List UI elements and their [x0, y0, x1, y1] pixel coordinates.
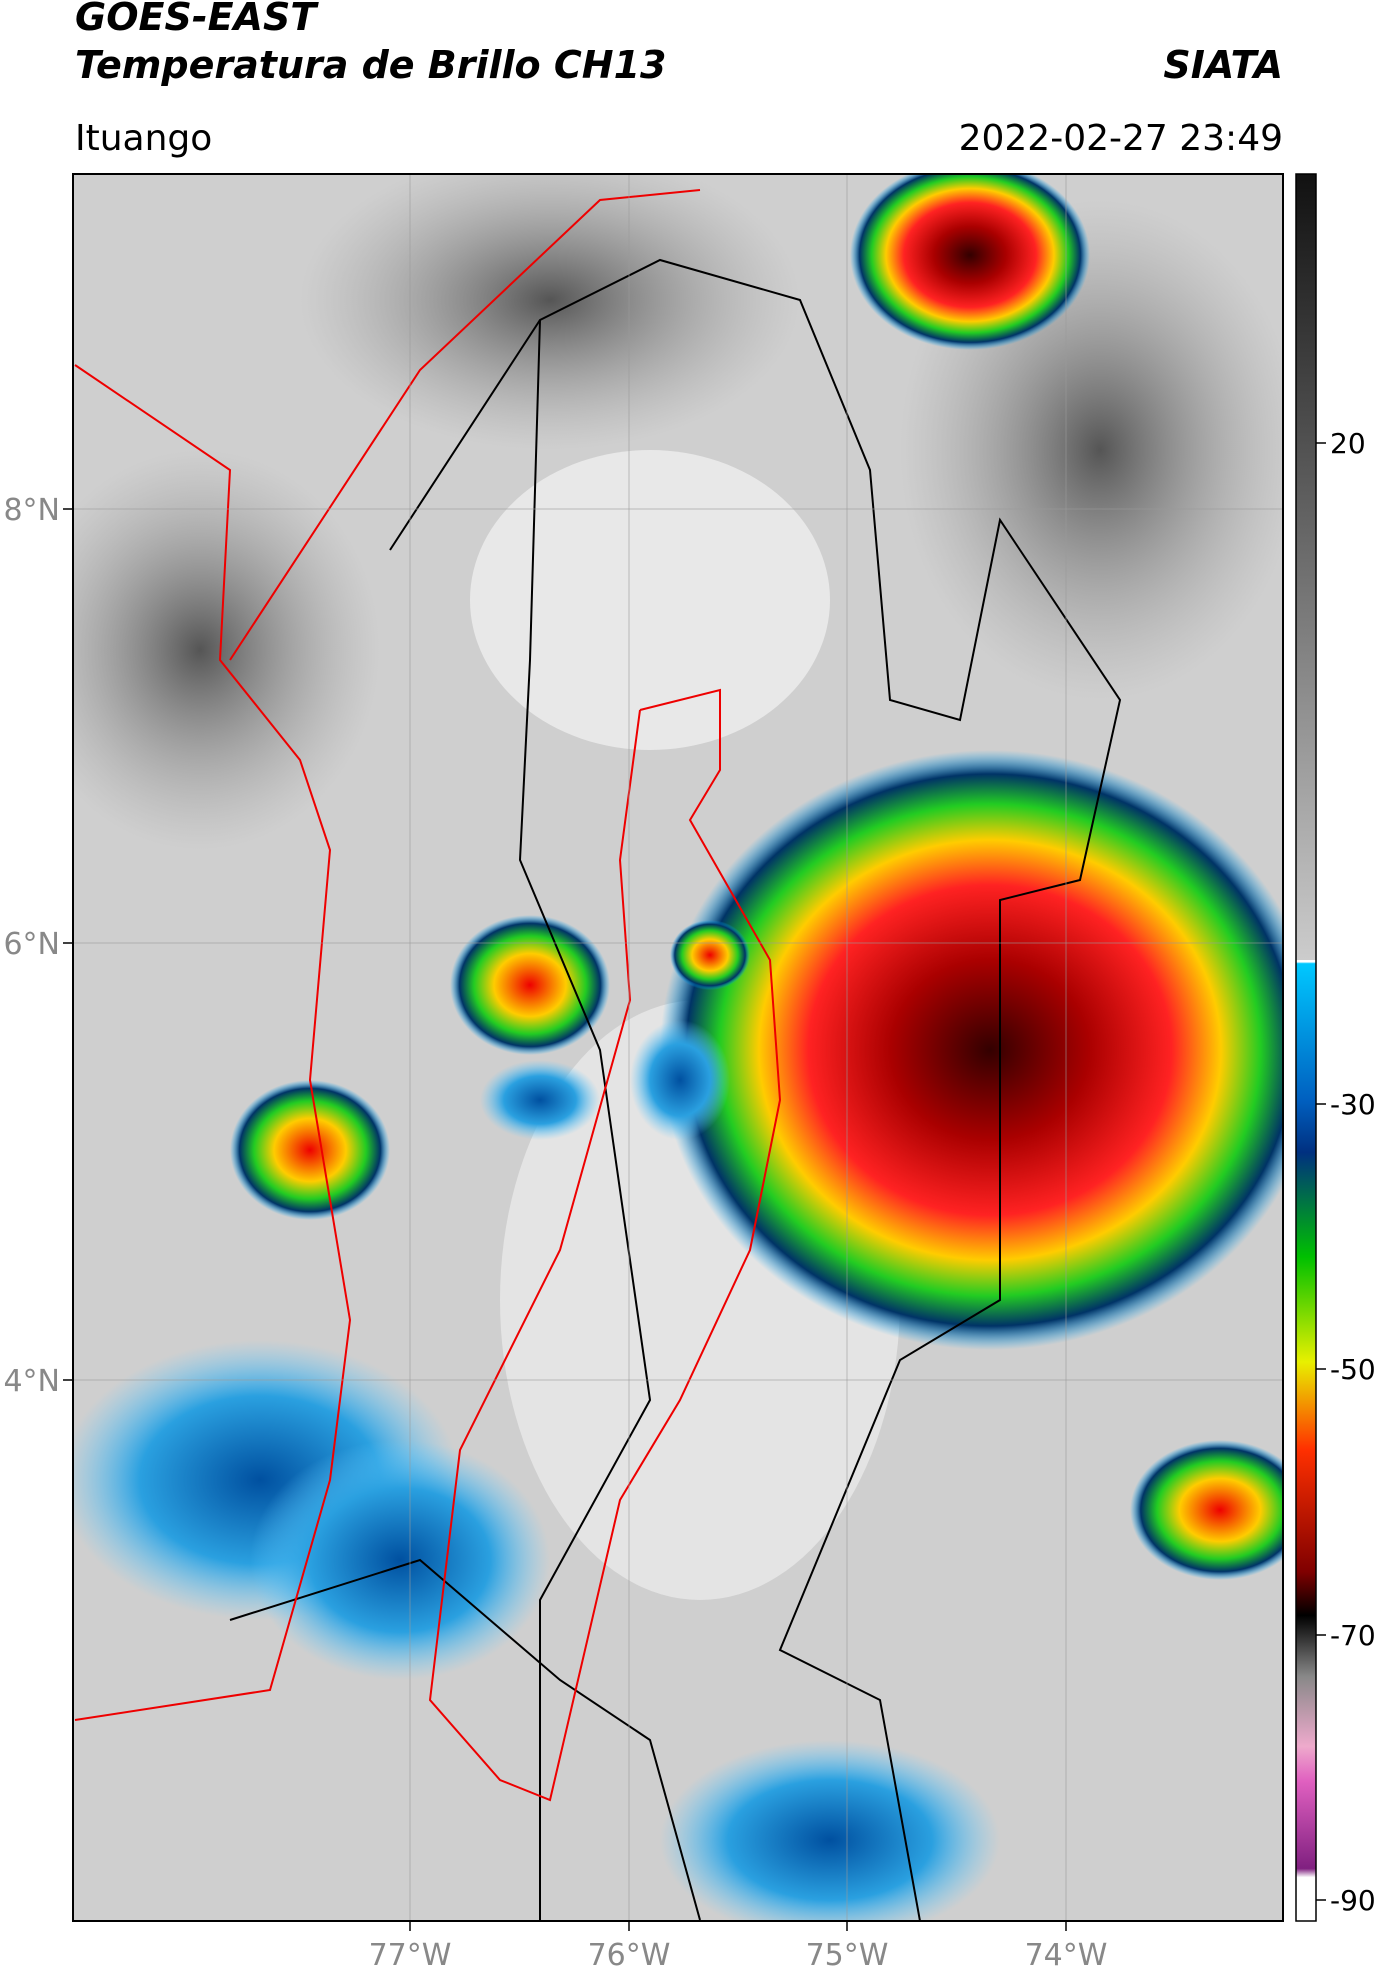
lon-label: 75°W — [806, 1938, 889, 1973]
satellite-image — [73, 174, 1283, 1921]
colorbar-label: -50 — [1330, 1353, 1376, 1386]
colorbar-label: -70 — [1330, 1619, 1376, 1652]
lat-label: 8°N — [3, 493, 60, 528]
lon-label: 76°W — [588, 1938, 671, 1973]
graticule — [73, 174, 1283, 1921]
location: Ituango — [75, 118, 212, 159]
colorbar — [1295, 173, 1317, 1922]
datetime: 2022-02-27 23:49 — [959, 118, 1283, 159]
lon-label: 74°W — [1025, 1938, 1108, 1973]
title: GOES-EAST — [75, 0, 319, 39]
colorbar-label: -90 — [1330, 1884, 1376, 1917]
source: SIATA — [1163, 43, 1283, 87]
lat-label: 6°N — [3, 927, 60, 962]
lat-label: 4°N — [3, 1364, 60, 1399]
colorbar-label: -30 — [1330, 1088, 1376, 1121]
map-frame — [72, 173, 1284, 1922]
subtitle: Temperatura de Brillo CH13 — [75, 43, 666, 87]
colorbar-label: 20 — [1330, 427, 1366, 460]
lon-label: 77°W — [369, 1938, 452, 1973]
